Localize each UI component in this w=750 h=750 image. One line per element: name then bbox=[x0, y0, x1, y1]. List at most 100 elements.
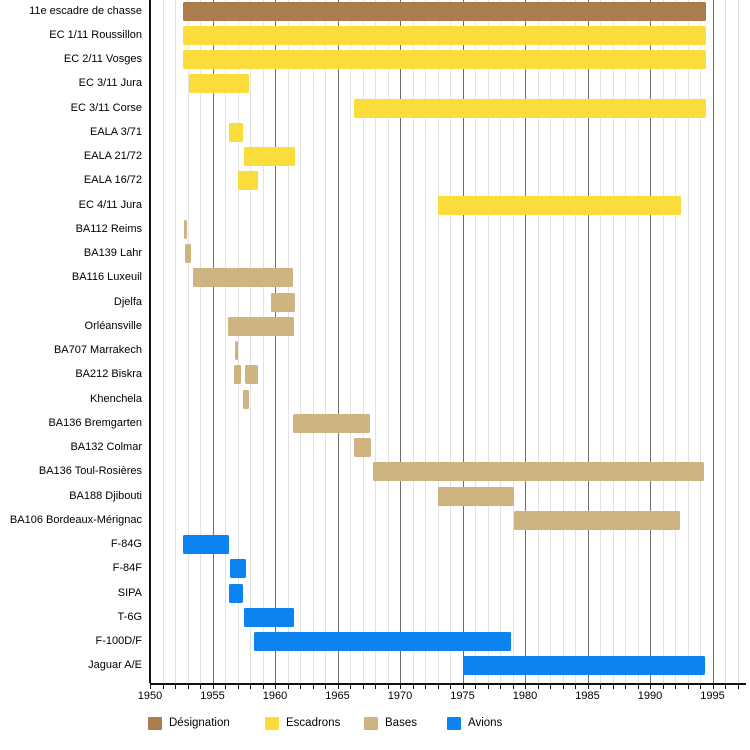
timeline-bar-base bbox=[513, 510, 680, 530]
gridline-minor bbox=[512, 0, 514, 683]
x-axis-tick bbox=[662, 684, 664, 689]
x-axis-tick bbox=[437, 684, 439, 689]
row-label: Jaguar A/E bbox=[88, 659, 142, 672]
gridline-minor bbox=[325, 0, 326, 683]
x-axis-tick bbox=[375, 684, 376, 689]
timeline-bar-avion bbox=[230, 559, 247, 579]
gridline-major bbox=[275, 0, 276, 683]
x-axis-tick bbox=[637, 684, 639, 689]
gridline-minor bbox=[600, 0, 601, 683]
gridline-major bbox=[462, 0, 464, 683]
legend-label-avion: Avions bbox=[468, 717, 503, 729]
x-axis-tick-label: 1955 bbox=[200, 690, 225, 702]
row-label: EC 3/11 Jura bbox=[78, 77, 142, 90]
gridline-major bbox=[650, 0, 651, 683]
row-label: SIPA bbox=[117, 586, 142, 599]
gridline-minor bbox=[675, 0, 676, 683]
row-label: Djelfa bbox=[113, 295, 142, 308]
x-axis-tick bbox=[387, 684, 389, 689]
x-axis-tick bbox=[737, 684, 739, 689]
gridline-minor bbox=[187, 0, 189, 683]
gridline-minor bbox=[662, 0, 664, 683]
gridline-minor bbox=[250, 0, 251, 683]
x-axis-tick bbox=[325, 684, 326, 689]
legend-label-designation: Désignation bbox=[169, 717, 230, 729]
gridline-minor bbox=[537, 0, 539, 683]
gridline-major bbox=[712, 0, 714, 683]
x-axis-tick bbox=[600, 684, 601, 689]
timeline-bar-base bbox=[437, 486, 514, 506]
x-axis-tick-label: 1960 bbox=[262, 690, 288, 702]
row-label: BA132 Colmar bbox=[70, 441, 142, 453]
x-axis-tick bbox=[487, 684, 489, 689]
gridline-minor bbox=[437, 0, 439, 683]
gridline-minor bbox=[575, 0, 576, 683]
x-axis-tick bbox=[237, 684, 239, 689]
legend-swatch-designation bbox=[148, 717, 162, 730]
timeline-bar-escadron bbox=[228, 122, 243, 142]
timeline-bar-avion bbox=[253, 632, 512, 651]
gridline-major bbox=[337, 0, 339, 683]
timeline-bar-base bbox=[233, 365, 241, 385]
x-axis-tick bbox=[587, 684, 589, 689]
gridline-minor bbox=[687, 0, 689, 683]
x-axis-tick bbox=[400, 684, 401, 689]
x-axis-tick bbox=[250, 684, 251, 689]
legend-swatch-escadron bbox=[265, 717, 279, 730]
row-label: F-84F bbox=[112, 562, 142, 575]
timeline-bar-base bbox=[185, 244, 192, 263]
legend-swatch-base bbox=[364, 717, 378, 730]
x-axis-tick bbox=[675, 684, 676, 689]
gridline-minor bbox=[700, 0, 701, 683]
x-axis-tick bbox=[312, 684, 314, 689]
row-label: Khenchela bbox=[90, 392, 142, 405]
x-axis-tick bbox=[512, 684, 514, 689]
row-label: BA112 Reims bbox=[75, 222, 142, 235]
row-label: EALA 16/72 bbox=[83, 174, 142, 187]
gridline-minor bbox=[487, 0, 489, 683]
x-axis-tick bbox=[450, 684, 451, 689]
row-label: EC 4/11 Jura bbox=[78, 198, 142, 211]
x-axis-tick bbox=[562, 684, 564, 689]
x-axis-tick bbox=[212, 684, 214, 689]
gridline-minor bbox=[262, 0, 264, 683]
gridline-major bbox=[587, 0, 589, 683]
timeline-bar-base bbox=[192, 268, 293, 288]
x-axis-tick bbox=[425, 684, 426, 689]
gridline-minor bbox=[475, 0, 476, 683]
x-axis-tick bbox=[700, 684, 701, 689]
x-axis-tick bbox=[712, 684, 714, 689]
gridline-minor bbox=[612, 0, 614, 683]
legend-label-escadron: Escadrons bbox=[286, 717, 341, 729]
timeline-bar-escadron bbox=[182, 25, 707, 45]
row-label: F-84G bbox=[110, 538, 142, 550]
gridline-minor bbox=[362, 0, 364, 683]
legend-label-base: Bases bbox=[385, 717, 417, 729]
x-axis-tick bbox=[500, 684, 501, 689]
legend-swatch-avion bbox=[447, 717, 461, 730]
row-label: T-6G bbox=[117, 610, 142, 623]
timeline-bar-escadron bbox=[237, 171, 258, 191]
x-axis-tick bbox=[287, 684, 289, 689]
x-axis-tick bbox=[550, 684, 551, 689]
timeline-bar-escadron bbox=[437, 195, 682, 215]
gridline-minor bbox=[375, 0, 376, 683]
gridline-minor bbox=[175, 0, 176, 683]
gridline-minor bbox=[450, 0, 451, 683]
row-label: BA707 Marrakech bbox=[53, 344, 142, 356]
x-axis-tick bbox=[275, 684, 276, 689]
x-axis-tick-label: 1985 bbox=[575, 690, 600, 702]
timeline-bar-base bbox=[353, 438, 372, 457]
timeline-bar-escadron bbox=[188, 74, 249, 94]
gridline-minor bbox=[350, 0, 351, 683]
timeline-bar-avion bbox=[243, 607, 294, 627]
gridline-minor bbox=[162, 0, 164, 683]
x-axis-tick bbox=[150, 684, 151, 689]
gridline-minor bbox=[725, 0, 726, 683]
gridline-minor bbox=[387, 0, 389, 683]
x-axis-tick bbox=[537, 684, 539, 689]
gridline-major bbox=[400, 0, 401, 683]
row-label: EALA 21/72 bbox=[83, 150, 142, 162]
row-label: BA212 Biskra bbox=[75, 368, 142, 381]
